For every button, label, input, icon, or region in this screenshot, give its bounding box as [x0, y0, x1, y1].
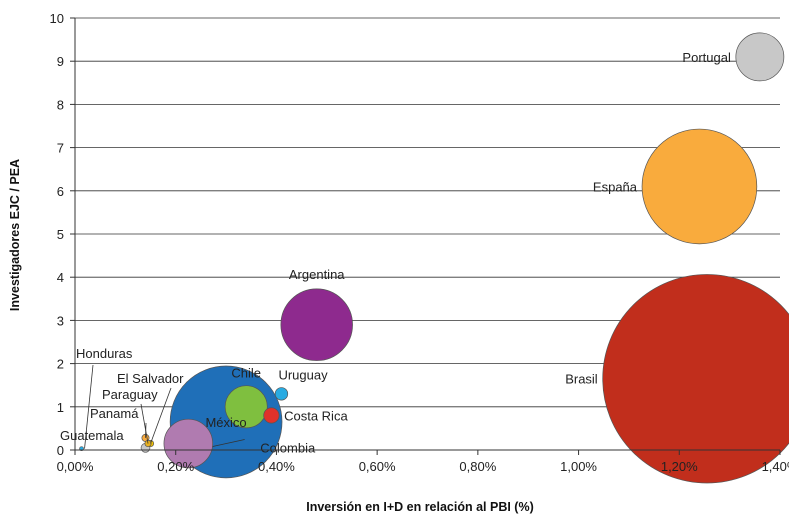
bubble-españa [641, 128, 758, 245]
bubble-labels: Portugal España Brasil Argentina México Chile… [60, 50, 731, 456]
bubble-label: Uruguay [278, 368, 328, 383]
bubble-label: Panamá [90, 406, 139, 421]
y-axis-title: Investigadores EJC / PEA [8, 159, 22, 311]
y-tick-label: 0 [57, 443, 64, 458]
x-tick-label: 0,20% [157, 459, 194, 474]
bubble-label: Colombia [260, 441, 316, 456]
bubble-uruguay [274, 387, 289, 401]
gridlines [75, 17, 780, 408]
bubble-label: Paraguay [102, 387, 158, 402]
y-tick-label: 7 [57, 141, 64, 156]
bubble-label: El Salvador [117, 371, 184, 386]
y-axis-ticks: 0 1 2 3 4 5 6 7 8 9 10 [50, 11, 75, 458]
x-axis-title: Inversión en I+D en relación al PBI (%) [306, 500, 534, 514]
x-axis-ticks: 0,00% 0,20% 0,40% 0,60% 0,80% 1,00% 1,20% 1,40% [57, 450, 789, 474]
leader-line [140, 403, 149, 444]
x-tick-label: 1,40% [762, 459, 789, 474]
leader-line [150, 387, 172, 444]
bubble-label: Argentina [289, 267, 345, 282]
bubble-argentina [280, 288, 353, 361]
y-tick-label: 10 [50, 11, 64, 26]
leader-lines [84, 364, 245, 449]
bubble-label: Brasil [565, 372, 598, 387]
bubble-label: México [205, 415, 246, 430]
y-tick-label: 6 [57, 184, 64, 199]
bubble-label: Guatemala [60, 428, 124, 443]
bubble-label: Honduras [76, 346, 133, 361]
y-tick-label: 1 [57, 400, 64, 415]
bubble-label: Chile [231, 366, 261, 381]
bubble-chile [224, 385, 268, 429]
bubbles [79, 32, 789, 484]
y-tick-label: 9 [57, 54, 64, 69]
x-tick-label: 0,00% [57, 459, 94, 474]
y-tick-label: 5 [57, 227, 64, 242]
bubble-label: Costa Rica [284, 408, 348, 423]
bubble-label: Portugal [682, 50, 731, 65]
leader-line [145, 422, 147, 438]
bubble-portugal [735, 32, 785, 82]
x-tick-label: 0,60% [359, 459, 396, 474]
leader-line [84, 364, 94, 449]
y-tick-label: 3 [57, 313, 64, 328]
x-tick-label: 0,40% [258, 459, 295, 474]
bubble-label: España [593, 179, 638, 194]
x-tick-label: 1,20% [661, 459, 698, 474]
leader-line [212, 439, 245, 447]
bubble-costa-rica [263, 407, 280, 424]
y-tick-label: 2 [57, 357, 64, 372]
y-tick-label: 4 [57, 270, 64, 285]
bubble-colombia [163, 418, 214, 469]
x-tick-label: 0,80% [459, 459, 496, 474]
y-tick-label: 8 [57, 97, 64, 112]
x-tick-label: 1,00% [560, 459, 597, 474]
bubble-brasil [602, 274, 789, 484]
